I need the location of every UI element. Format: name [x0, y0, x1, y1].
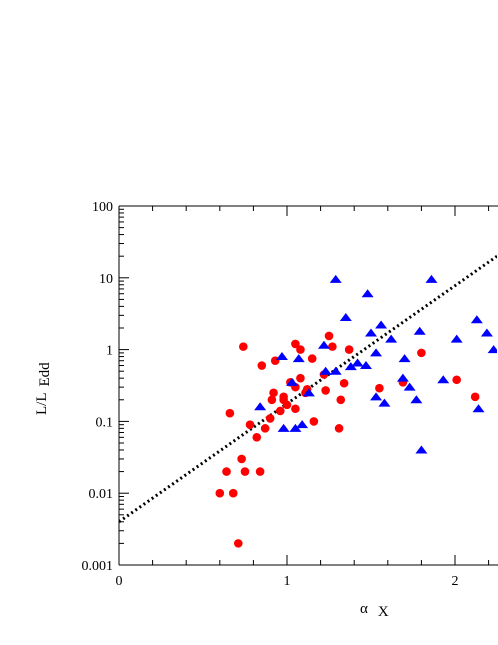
blue-triangle-point — [344, 362, 357, 371]
red-circle-point — [309, 417, 319, 426]
red-circle-point — [321, 386, 330, 395]
y-tick-label: 0.01 — [89, 487, 114, 502]
red-circle-point — [417, 348, 426, 358]
blue-triangle-point — [286, 377, 299, 386]
blue-triangle-point — [275, 352, 288, 361]
y-tick-label: 1 — [106, 344, 113, 359]
red-circle-point — [237, 454, 246, 464]
red-circle-point — [240, 467, 250, 476]
y-axis-label: L/LEdd — [34, 362, 53, 415]
blue-triangle-point — [487, 345, 497, 354]
blue-triangle-point — [403, 382, 416, 391]
blue-triangle-point — [450, 334, 463, 343]
blue-triangle-point — [385, 334, 398, 343]
red-circle-point — [291, 339, 300, 349]
blue-triangle-point — [370, 392, 383, 401]
red-circle-point — [375, 383, 384, 393]
red-circle-point — [257, 361, 267, 370]
blue-triangle-point — [472, 404, 485, 413]
blue-triangle-point — [425, 274, 438, 283]
red-circle-point — [215, 488, 225, 498]
red-circle-point — [239, 342, 248, 351]
blue-triangle-point — [470, 315, 483, 324]
blue-triangle-point — [339, 312, 352, 321]
y-tick-label: 0.001 — [82, 559, 114, 574]
red-circle-point — [260, 424, 270, 433]
blue-triangle-point — [396, 373, 409, 382]
y-tick-label: 100 — [92, 200, 113, 215]
blue-triangle-point — [329, 366, 342, 375]
red-circle-point — [233, 539, 243, 548]
blue-triangle-point — [292, 354, 305, 363]
blue-triangle-point — [375, 320, 388, 329]
blue-triangle-point — [254, 402, 267, 411]
x-tick-label: 1 — [284, 574, 291, 589]
blue-triangle-point — [302, 388, 315, 397]
blue-triangle-point — [329, 274, 342, 283]
red-circle-point — [228, 488, 238, 498]
blue-triangle-point — [365, 328, 377, 337]
x-tick-label: 0 — [116, 574, 123, 589]
blue-triangle-point — [361, 289, 374, 298]
red-circle-point — [225, 408, 235, 418]
red-circle-point — [336, 395, 346, 405]
red-circle-point — [269, 388, 278, 398]
blue-triangle-point — [277, 423, 290, 432]
axis-labels-layer: 0.001 0.01 0.1 1 10 100 0 1 2 α X L/LEdd — [34, 200, 459, 620]
axis-ticks-layer — [118, 205, 490, 566]
red-circle-point — [344, 345, 354, 354]
y-tick-label: 10 — [99, 272, 113, 287]
blue-triangle-point — [410, 395, 423, 404]
data-points-layer — [215, 274, 497, 548]
blue-triangle-point — [480, 328, 493, 337]
red-circle-point — [328, 342, 337, 351]
blue-triangle-point — [351, 358, 364, 367]
red-circle-point — [282, 400, 292, 410]
blue-triangle-point — [289, 423, 302, 432]
red-circle-point — [252, 433, 262, 442]
red-circle-point — [245, 420, 255, 429]
red-circle-point — [296, 345, 305, 354]
x-tick-label: 2 — [452, 574, 459, 589]
y-tick-label: 0.1 — [96, 415, 114, 430]
blue-triangle-point — [319, 366, 332, 375]
blue-triangle-point — [415, 445, 428, 454]
blue-triangle-point — [413, 326, 426, 335]
red-circle-point — [470, 392, 480, 402]
red-circle-point — [291, 404, 300, 414]
red-circle-point — [267, 395, 277, 405]
red-circle-point — [296, 373, 305, 383]
red-circle-point — [452, 375, 461, 385]
blue-triangle-point — [370, 348, 383, 357]
red-circle-point — [255, 467, 265, 476]
blue-triangle-point — [378, 398, 391, 407]
blue-triangle-point — [296, 420, 309, 429]
blue-triangle-point — [437, 375, 450, 384]
red-circle-point — [222, 467, 231, 476]
red-circle-point — [307, 354, 317, 363]
blue-triangle-point — [398, 354, 411, 363]
plot-frame — [118, 205, 498, 566]
blue-triangle-point — [359, 361, 372, 370]
red-circle-point — [279, 392, 288, 402]
red-circle-point — [275, 406, 285, 416]
red-circle-point — [324, 331, 334, 341]
red-circle-point — [334, 424, 344, 433]
red-circle-point — [339, 378, 349, 388]
blue-triangle-point — [317, 340, 330, 349]
red-circle-point — [265, 414, 275, 423]
